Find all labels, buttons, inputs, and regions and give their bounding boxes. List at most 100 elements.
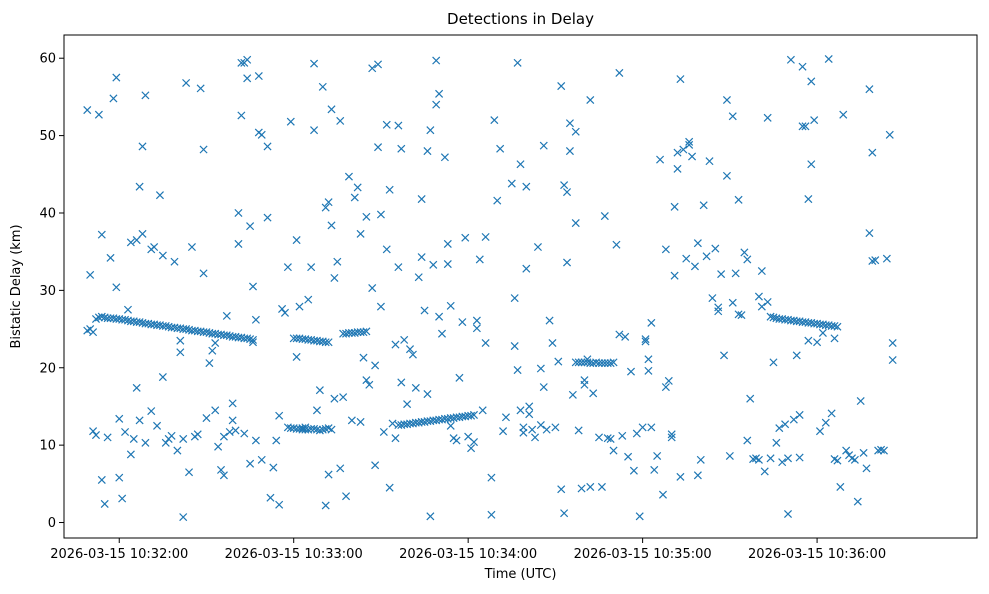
data-point: [467, 411, 476, 420]
data-point: [519, 428, 528, 437]
data-point: [353, 183, 362, 192]
data-point: [522, 182, 531, 191]
data-point: [344, 172, 353, 181]
data-point: [400, 335, 409, 344]
data-point: [594, 433, 604, 442]
data-point: [347, 416, 356, 425]
data-point: [385, 483, 394, 492]
axes-frame: [63, 34, 978, 539]
data-point: [574, 358, 583, 367]
data-point: [222, 331, 231, 340]
data-point: [528, 425, 537, 434]
data-point: [440, 153, 449, 162]
data-point: [405, 345, 415, 354]
data-point: [158, 373, 167, 382]
data-point: [228, 416, 237, 425]
data-point: [804, 195, 813, 204]
data-point: [275, 411, 284, 420]
data-point: [89, 328, 98, 337]
data-point: [222, 311, 231, 320]
data-point: [315, 426, 324, 435]
data-point: [327, 425, 336, 434]
data-point: [772, 438, 781, 447]
data-point: [368, 64, 377, 73]
data-point: [815, 427, 825, 436]
data-point: [359, 328, 368, 337]
data-point: [594, 359, 604, 368]
data-point: [339, 393, 348, 402]
data-point: [536, 364, 545, 373]
data-point: [374, 60, 383, 69]
data-point: [330, 394, 339, 403]
data-point: [112, 283, 121, 292]
data-point: [612, 240, 621, 249]
data-point: [429, 260, 438, 269]
data-point: [781, 420, 790, 429]
data-point: [641, 335, 650, 344]
data-point: [810, 116, 819, 125]
data-point: [161, 438, 170, 447]
data-point: [711, 244, 720, 253]
data-point: [330, 273, 339, 283]
data-point: [321, 338, 330, 347]
data-point: [237, 58, 246, 67]
data-point: [833, 322, 842, 331]
data-point: [609, 358, 618, 367]
data-point: [679, 145, 688, 154]
data-point: [443, 239, 452, 248]
data-point: [248, 338, 258, 347]
data-point: [621, 332, 630, 341]
data-point: [813, 338, 822, 347]
data-point: [865, 85, 874, 94]
data-point: [170, 257, 179, 266]
data-point: [757, 302, 766, 311]
data-point: [487, 473, 496, 482]
data-point: [856, 397, 865, 406]
data-point: [783, 509, 793, 519]
data-point: [228, 399, 237, 408]
data-point: [414, 273, 423, 282]
data-point: [606, 359, 615, 368]
series-track-E: [766, 312, 842, 331]
data-point: [234, 208, 243, 218]
data-point: [807, 160, 816, 169]
data-point: [362, 212, 371, 221]
data-point: [757, 266, 766, 276]
data-point: [251, 436, 260, 445]
data-point: [769, 358, 778, 367]
data-point: [879, 446, 888, 455]
data-point: [737, 311, 746, 320]
data-point: [374, 143, 383, 152]
data-point: [109, 94, 118, 103]
data-point: [676, 75, 685, 84]
data-point: [472, 324, 481, 333]
data-point: [685, 140, 694, 149]
data-point: [754, 292, 763, 301]
data-point: [138, 142, 147, 151]
data-point: [539, 141, 548, 150]
data-point: [795, 410, 804, 419]
data-point: [664, 376, 673, 385]
data-point: [725, 451, 734, 460]
data-point: [641, 337, 650, 346]
data-point: [746, 394, 755, 403]
data-point: [766, 454, 775, 463]
data-point: [344, 328, 353, 337]
data-point: [699, 201, 708, 210]
data-point: [185, 468, 194, 477]
data-point: [600, 212, 609, 221]
data-point: [763, 113, 772, 122]
data-point: [214, 442, 223, 451]
data-point: [167, 431, 176, 440]
data-point: [254, 71, 263, 81]
data-point: [557, 485, 566, 494]
data-point: [91, 431, 101, 440]
data-point: [435, 312, 444, 321]
data-point: [321, 203, 330, 212]
data-point: [548, 338, 557, 348]
data-point: [586, 482, 595, 491]
data-point: [833, 456, 842, 465]
data-point: [577, 484, 586, 493]
